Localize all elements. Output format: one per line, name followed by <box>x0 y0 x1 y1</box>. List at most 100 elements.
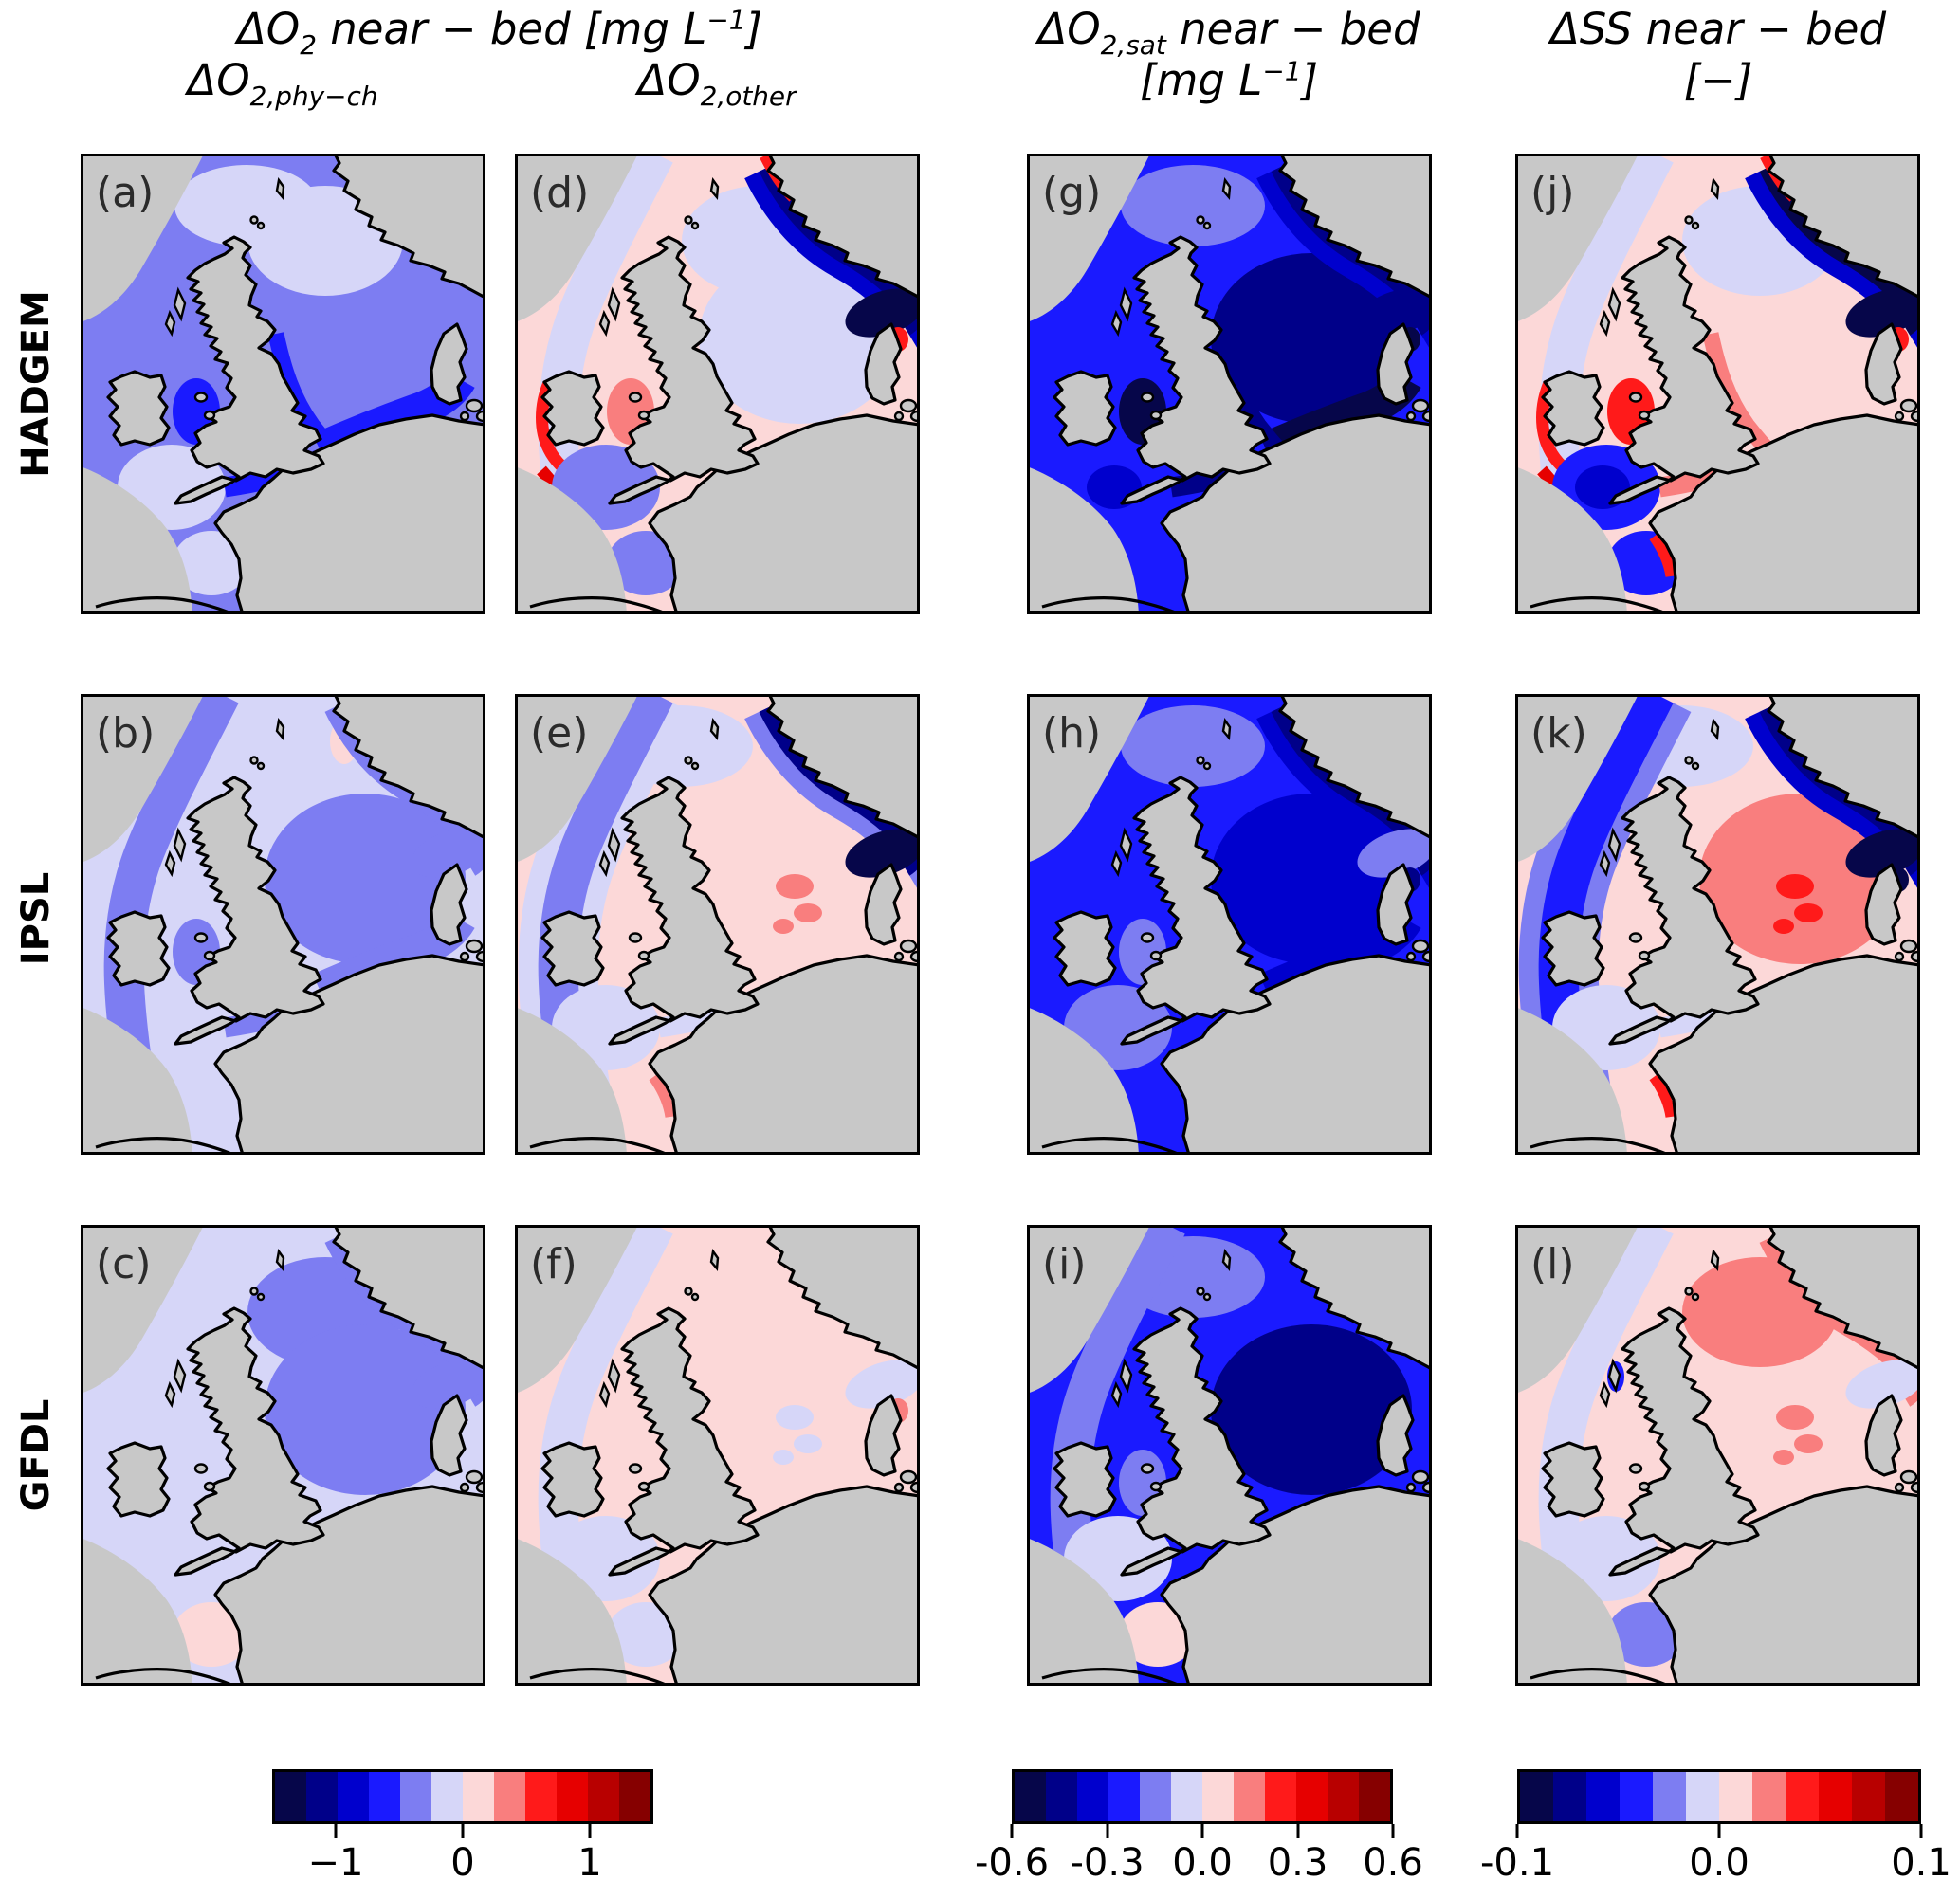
map-panel-i: (i) <box>1027 1225 1432 1686</box>
coastline-spain <box>1530 1668 1669 1686</box>
colorbar-segment <box>338 1772 369 1821</box>
sea-zone-central-northsea <box>265 794 466 964</box>
panel-label: (c) <box>96 1240 152 1288</box>
colorbar-segment <box>588 1772 619 1821</box>
sea-zone-east-britain-coast <box>1214 332 1286 456</box>
coastline-continent <box>1648 954 1920 1155</box>
sea-zone-biscay <box>1119 1602 1197 1667</box>
coastline-continent <box>1160 954 1432 1155</box>
colorbar-tick-mark <box>1515 1824 1519 1838</box>
coastline-great-britain <box>1608 235 1760 505</box>
row-label-ipsl: IPSL <box>14 871 58 966</box>
panel-frame <box>1515 694 1920 1155</box>
colorbar-segment <box>1653 1772 1686 1821</box>
offshelf-southwest-wedge <box>1515 1007 1627 1155</box>
panel-label: (f) <box>530 1240 577 1288</box>
offshelf-northwest-wedge <box>515 694 638 863</box>
coastline-continent <box>213 413 485 614</box>
colorbar-segment <box>1819 1772 1852 1821</box>
coastline-continent <box>1160 1485 1432 1686</box>
colorbar-tick-label: 0.6 <box>1363 1841 1423 1885</box>
coastline-spain <box>95 596 234 614</box>
panel-frame <box>1027 694 1432 1155</box>
row-label-gfdl: GFDL <box>14 1398 58 1512</box>
scottish-isles <box>1599 717 1720 961</box>
colorbar-segment <box>1077 1772 1108 1821</box>
sea-zone-brittany-streak <box>1649 533 1676 577</box>
sea-zone-east-britain-coast <box>1702 332 1774 456</box>
colorbar-segment <box>1108 1772 1140 1821</box>
scottish-isles <box>598 717 720 961</box>
panel-frame <box>515 1225 920 1686</box>
coastline-jutland <box>430 863 468 946</box>
colorbar-segment <box>369 1772 400 1821</box>
sea-zone-northwest-patch <box>1121 165 1265 246</box>
sea-zone-northsea-spots <box>1773 1405 1823 1465</box>
coastline-jutland <box>864 1394 903 1477</box>
coastline-norway <box>1278 1225 1432 1371</box>
colorbar-segment <box>1520 1772 1553 1821</box>
coastline-jutland <box>1376 1394 1415 1477</box>
sea-zone-skagerrak <box>1845 288 1920 338</box>
colorbar-segment <box>1202 1772 1234 1821</box>
scottish-isles <box>1110 717 1232 961</box>
offshelf-northwest-wedge <box>1515 694 1639 863</box>
coastline-great-britain <box>608 776 760 1046</box>
coastline-ireland <box>106 1441 171 1518</box>
coastline-norway <box>1278 154 1432 300</box>
coastline-continent <box>648 413 920 614</box>
coastline-spain <box>95 1137 234 1155</box>
coastline-spain <box>1530 596 1669 614</box>
colorbar-tick-mark <box>1391 1824 1395 1838</box>
colorbar-tick-label: -0.3 <box>1070 1841 1145 1885</box>
coastline-ireland <box>106 910 171 987</box>
colorbar-tick-label: 0.0 <box>1172 1841 1233 1885</box>
coastline-jutland <box>1376 863 1415 946</box>
colorbar-tick-label: −1 <box>307 1841 364 1885</box>
map-panel-h: (h) <box>1027 694 1432 1155</box>
column-title-o2sat-units: [mg L−1] <box>1140 57 1318 104</box>
scottish-isles <box>598 1248 720 1492</box>
colorbar-segment <box>1885 1772 1918 1821</box>
offshelf-southwest-wedge <box>1515 466 1627 614</box>
colorbar-segment <box>1046 1772 1077 1821</box>
coastline-jutland <box>1864 322 1903 406</box>
colorbar-o2: −1 0 1 <box>272 1769 653 1885</box>
coastline-ireland <box>1541 370 1605 447</box>
sea-zone-northwest-patch <box>174 165 319 246</box>
coastline-jutland <box>864 863 903 946</box>
colorbar-segment <box>275 1772 306 1821</box>
colorbar-tick-label: 1 <box>577 1841 602 1885</box>
column-subtitle-phy-ch: ΔO2,phy−ch <box>187 57 377 112</box>
panel-label: (j) <box>1530 169 1575 217</box>
panel-label: (a) <box>96 169 154 217</box>
panel-label: (b) <box>96 709 155 757</box>
sea-zone-skagerrak <box>1357 288 1432 338</box>
column-title-ss: ΔSS near − bed <box>1550 6 1886 53</box>
danish-isles <box>459 939 485 963</box>
offshelf-northwest-wedge <box>1027 1225 1150 1394</box>
colorbar-tick-mark <box>1717 1824 1721 1838</box>
title-text: ΔSS near − bed <box>1549 4 1887 54</box>
offshelf-northwest-wedge <box>1027 154 1150 322</box>
offshelf-southwest-wedge <box>1027 466 1139 614</box>
coastline-continent <box>1648 413 1920 614</box>
sea-zone-northwest-patch <box>1121 705 1265 787</box>
map-panel-g: (g) <box>1027 154 1432 614</box>
coastline-jutland <box>430 1394 468 1477</box>
colorbar-segment <box>1234 1772 1265 1821</box>
coastline-norway <box>332 1225 485 1371</box>
offshelf-southwest-wedge <box>1027 1007 1139 1155</box>
sea-zone-biscay <box>1607 1602 1685 1667</box>
colorbar-tick-mark <box>1296 1824 1299 1838</box>
offshelf-southwest-wedge <box>1515 1538 1627 1686</box>
colorbar-tick-label: 0.3 <box>1267 1841 1328 1885</box>
sea-zone-central-northsea <box>1211 253 1412 424</box>
colorbar-segment <box>306 1772 338 1821</box>
colorbar-segment <box>1140 1772 1171 1821</box>
coastline-ireland <box>106 370 171 447</box>
title-text: ΔO <box>236 4 301 54</box>
colorbar-segment <box>463 1772 494 1821</box>
panel-frame <box>515 694 920 1155</box>
colorbar-segment <box>431 1772 463 1821</box>
